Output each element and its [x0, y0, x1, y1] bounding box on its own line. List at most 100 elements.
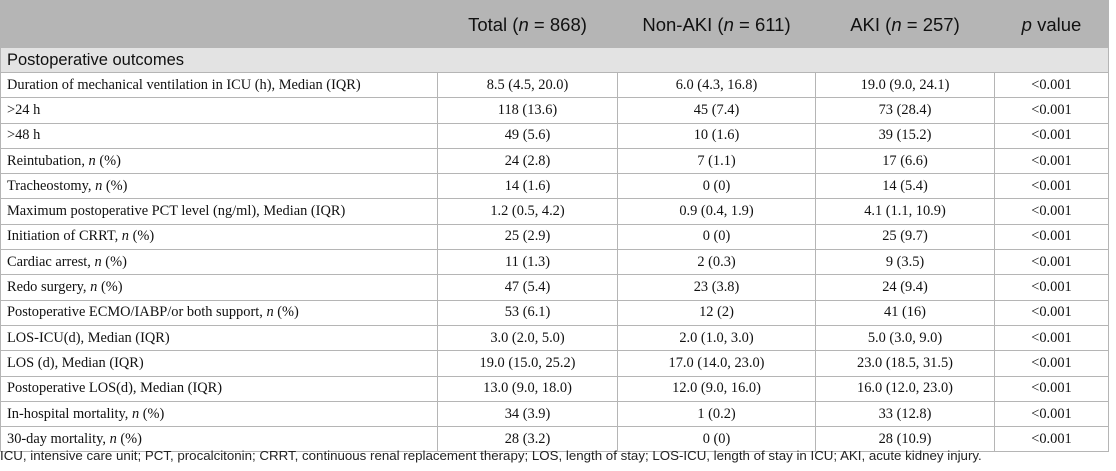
table-row: Postoperative LOS(d), Median (IQR) 13.0 (… [0, 375, 1109, 402]
row-label-suffix: (%) [116, 430, 142, 447]
cell-total: 53 (6.1) [437, 299, 618, 326]
cell-total: 14 (1.6) [437, 173, 618, 200]
cell-total: 118 (13.6) [437, 97, 618, 124]
cell-p-value: <0.001 [994, 375, 1109, 402]
table-row: Duration of mechanical ventilation in IC… [0, 71, 1109, 99]
row-label: Initiation of CRRT, n (%) [0, 223, 438, 251]
cell-total: 3.0 (2.0, 5.0) [437, 324, 618, 352]
outcomes-table: Total (n = 868) Non-AKI (n = 611) AKI (n… [0, 0, 1109, 453]
cell-non-aki: 23 (3.8) [617, 274, 816, 301]
row-label-text: Tracheostomy, [7, 177, 96, 194]
cell-p-value: <0.001 [994, 223, 1109, 251]
cell-total: 25 (2.9) [437, 223, 618, 251]
header-non-aki: Non-AKI (n = 611) [617, 0, 816, 48]
row-label-suffix: (%) [102, 177, 128, 194]
row-label-text: LOS-ICU(d), Median (IQR) [7, 329, 170, 346]
table-header-row: Total (n = 868) Non-AKI (n = 611) AKI (n… [0, 0, 1109, 48]
table-row: Redo surgery, n (%) 47 (5.4) 23 (3.8) 24 (9… [0, 274, 1109, 301]
table-row: Cardiac arrest, n (%) 11 (1.3) 2 (0.3) 9 (3… [0, 249, 1109, 276]
row-label: LOS (d), Median (IQR) [0, 350, 438, 377]
cell-aki: 9 (3.5) [815, 249, 995, 276]
table-row: Tracheostomy, n (%) 14 (1.6) 0 (0) 14 (5.4)… [0, 173, 1109, 200]
cell-non-aki: 0 (0) [617, 173, 816, 200]
cell-total: 24 (2.8) [437, 147, 618, 175]
row-label-text: Postoperative LOS(d), Median (IQR) [7, 380, 223, 397]
table-row: >48 h 49 (5.6) 10 (1.6) 39 (15.2) <0.001 [0, 122, 1109, 149]
row-label-italic: n [131, 405, 140, 422]
cell-p-value: <0.001 [994, 122, 1109, 149]
cell-non-aki: 2 (0.3) [617, 249, 816, 276]
row-label: >24 h [0, 97, 438, 124]
cell-total: 47 (5.4) [437, 274, 618, 301]
cell-aki: 14 (5.4) [815, 173, 995, 200]
cell-aki: 25 (9.7) [815, 223, 995, 251]
cell-total: 8.5 (4.5, 20.0) [437, 71, 618, 99]
cell-total: 34 (3.9) [437, 400, 618, 428]
table-row: Postoperative ECMO/IABP/or both support,… [0, 299, 1109, 326]
row-label: >48 h [0, 122, 438, 149]
row-label-text: Maximum postoperative PCT level (ng/ml),… [7, 203, 346, 220]
row-label: In-hospital mortality, n (%) [0, 400, 438, 428]
header-blank-cell [0, 0, 438, 48]
cell-aki: 39 (15.2) [815, 122, 995, 149]
cell-non-aki: 0.9 (0.4, 1.9) [617, 198, 816, 225]
table-row: 30-day mortality, n (%) 28 (3.2) 0 (0) 28 (… [0, 426, 1109, 453]
row-label: Redo surgery, n (%) [0, 274, 438, 301]
cell-total: 19.0 (15.0, 25.2) [437, 350, 618, 377]
row-label: Maximum postoperative PCT level (ng/ml),… [0, 198, 438, 225]
row-label-italic: n [109, 430, 117, 447]
cell-non-aki: 2.0 (1.0, 3.0) [617, 324, 816, 352]
row-label-suffix: (%) [129, 228, 155, 245]
row-label: Cardiac arrest, n (%) [0, 249, 438, 276]
table-row: Maximum postoperative PCT level (ng/ml),… [0, 198, 1109, 225]
row-label-text: 30-day mortality, [7, 430, 110, 447]
row-label: Tracheostomy, n (%) [0, 173, 438, 200]
row-label-italic: n [88, 152, 96, 169]
cell-non-aki: 0 (0) [617, 426, 816, 453]
row-label-text: Redo surgery, [7, 279, 91, 296]
cell-p-value: <0.001 [994, 426, 1109, 453]
cell-p-value: <0.001 [994, 249, 1109, 276]
cell-aki: 23.0 (18.5, 31.5) [815, 350, 995, 377]
row-label-suffix: (%) [273, 304, 299, 321]
cell-aki: 19.0 (9.0, 24.1) [815, 71, 995, 99]
section-title: Postoperative outcomes [0, 47, 1109, 73]
cell-total: 11 (1.3) [437, 249, 618, 276]
header-aki: AKI (n = 257) [815, 0, 995, 48]
row-label-text: LOS (d), Median (IQR) [7, 354, 144, 371]
cell-aki: 5.0 (3.0, 9.0) [815, 324, 995, 352]
cell-aki: 41 (16) [815, 299, 995, 326]
cell-p-value: <0.001 [994, 71, 1109, 99]
row-label-italic: n [94, 253, 102, 270]
cell-p-value: <0.001 [994, 350, 1109, 377]
row-label: LOS-ICU(d), Median (IQR) [0, 324, 438, 352]
header-p-value: p value [994, 0, 1109, 48]
row-label: Duration of mechanical ventilation in IC… [0, 71, 438, 99]
row-label-text: Cardiac arrest, [7, 253, 95, 270]
cell-non-aki: 12.0 (9.0, 16.0) [617, 375, 816, 402]
cell-aki: 17 (6.6) [815, 147, 995, 175]
header-total: Total (n = 868) [437, 0, 618, 48]
cell-non-aki: 1 (0.2) [617, 400, 816, 428]
section-row: Postoperative outcomes [0, 47, 1109, 73]
table-row: LOS-ICU(d), Median (IQR) 3.0 (2.0, 5.0) 2.… [0, 324, 1109, 352]
row-label-italic: n [90, 279, 98, 296]
row-label-text: Initiation of CRRT, [7, 228, 122, 245]
cell-p-value: <0.001 [994, 400, 1109, 428]
table-row: In-hospital mortality, n (%) 34 (3.9) 1 (0… [0, 400, 1109, 428]
row-label: 30-day mortality, n (%) [0, 426, 438, 453]
row-label-text: In-hospital mortality, [7, 405, 132, 422]
cell-non-aki: 10 (1.6) [617, 122, 816, 149]
cell-p-value: <0.001 [994, 299, 1109, 326]
cell-p-value: <0.001 [994, 198, 1109, 225]
table-row: Reintubation, n (%) 24 (2.8) 7 (1.1) 17 (6.… [0, 147, 1109, 175]
row-label-suffix: (%) [101, 253, 127, 270]
cell-aki: 73 (28.4) [815, 97, 995, 124]
cell-p-value: <0.001 [994, 173, 1109, 200]
row-label-italic: n [266, 304, 274, 321]
cell-aki: 24 (9.4) [815, 274, 995, 301]
table-row: LOS (d), Median (IQR) 19.0 (15.0, 25.2) 17… [0, 350, 1109, 377]
cell-aki: 4.1 (1.1, 10.9) [815, 198, 995, 225]
row-label-text: >24 h [7, 101, 41, 118]
